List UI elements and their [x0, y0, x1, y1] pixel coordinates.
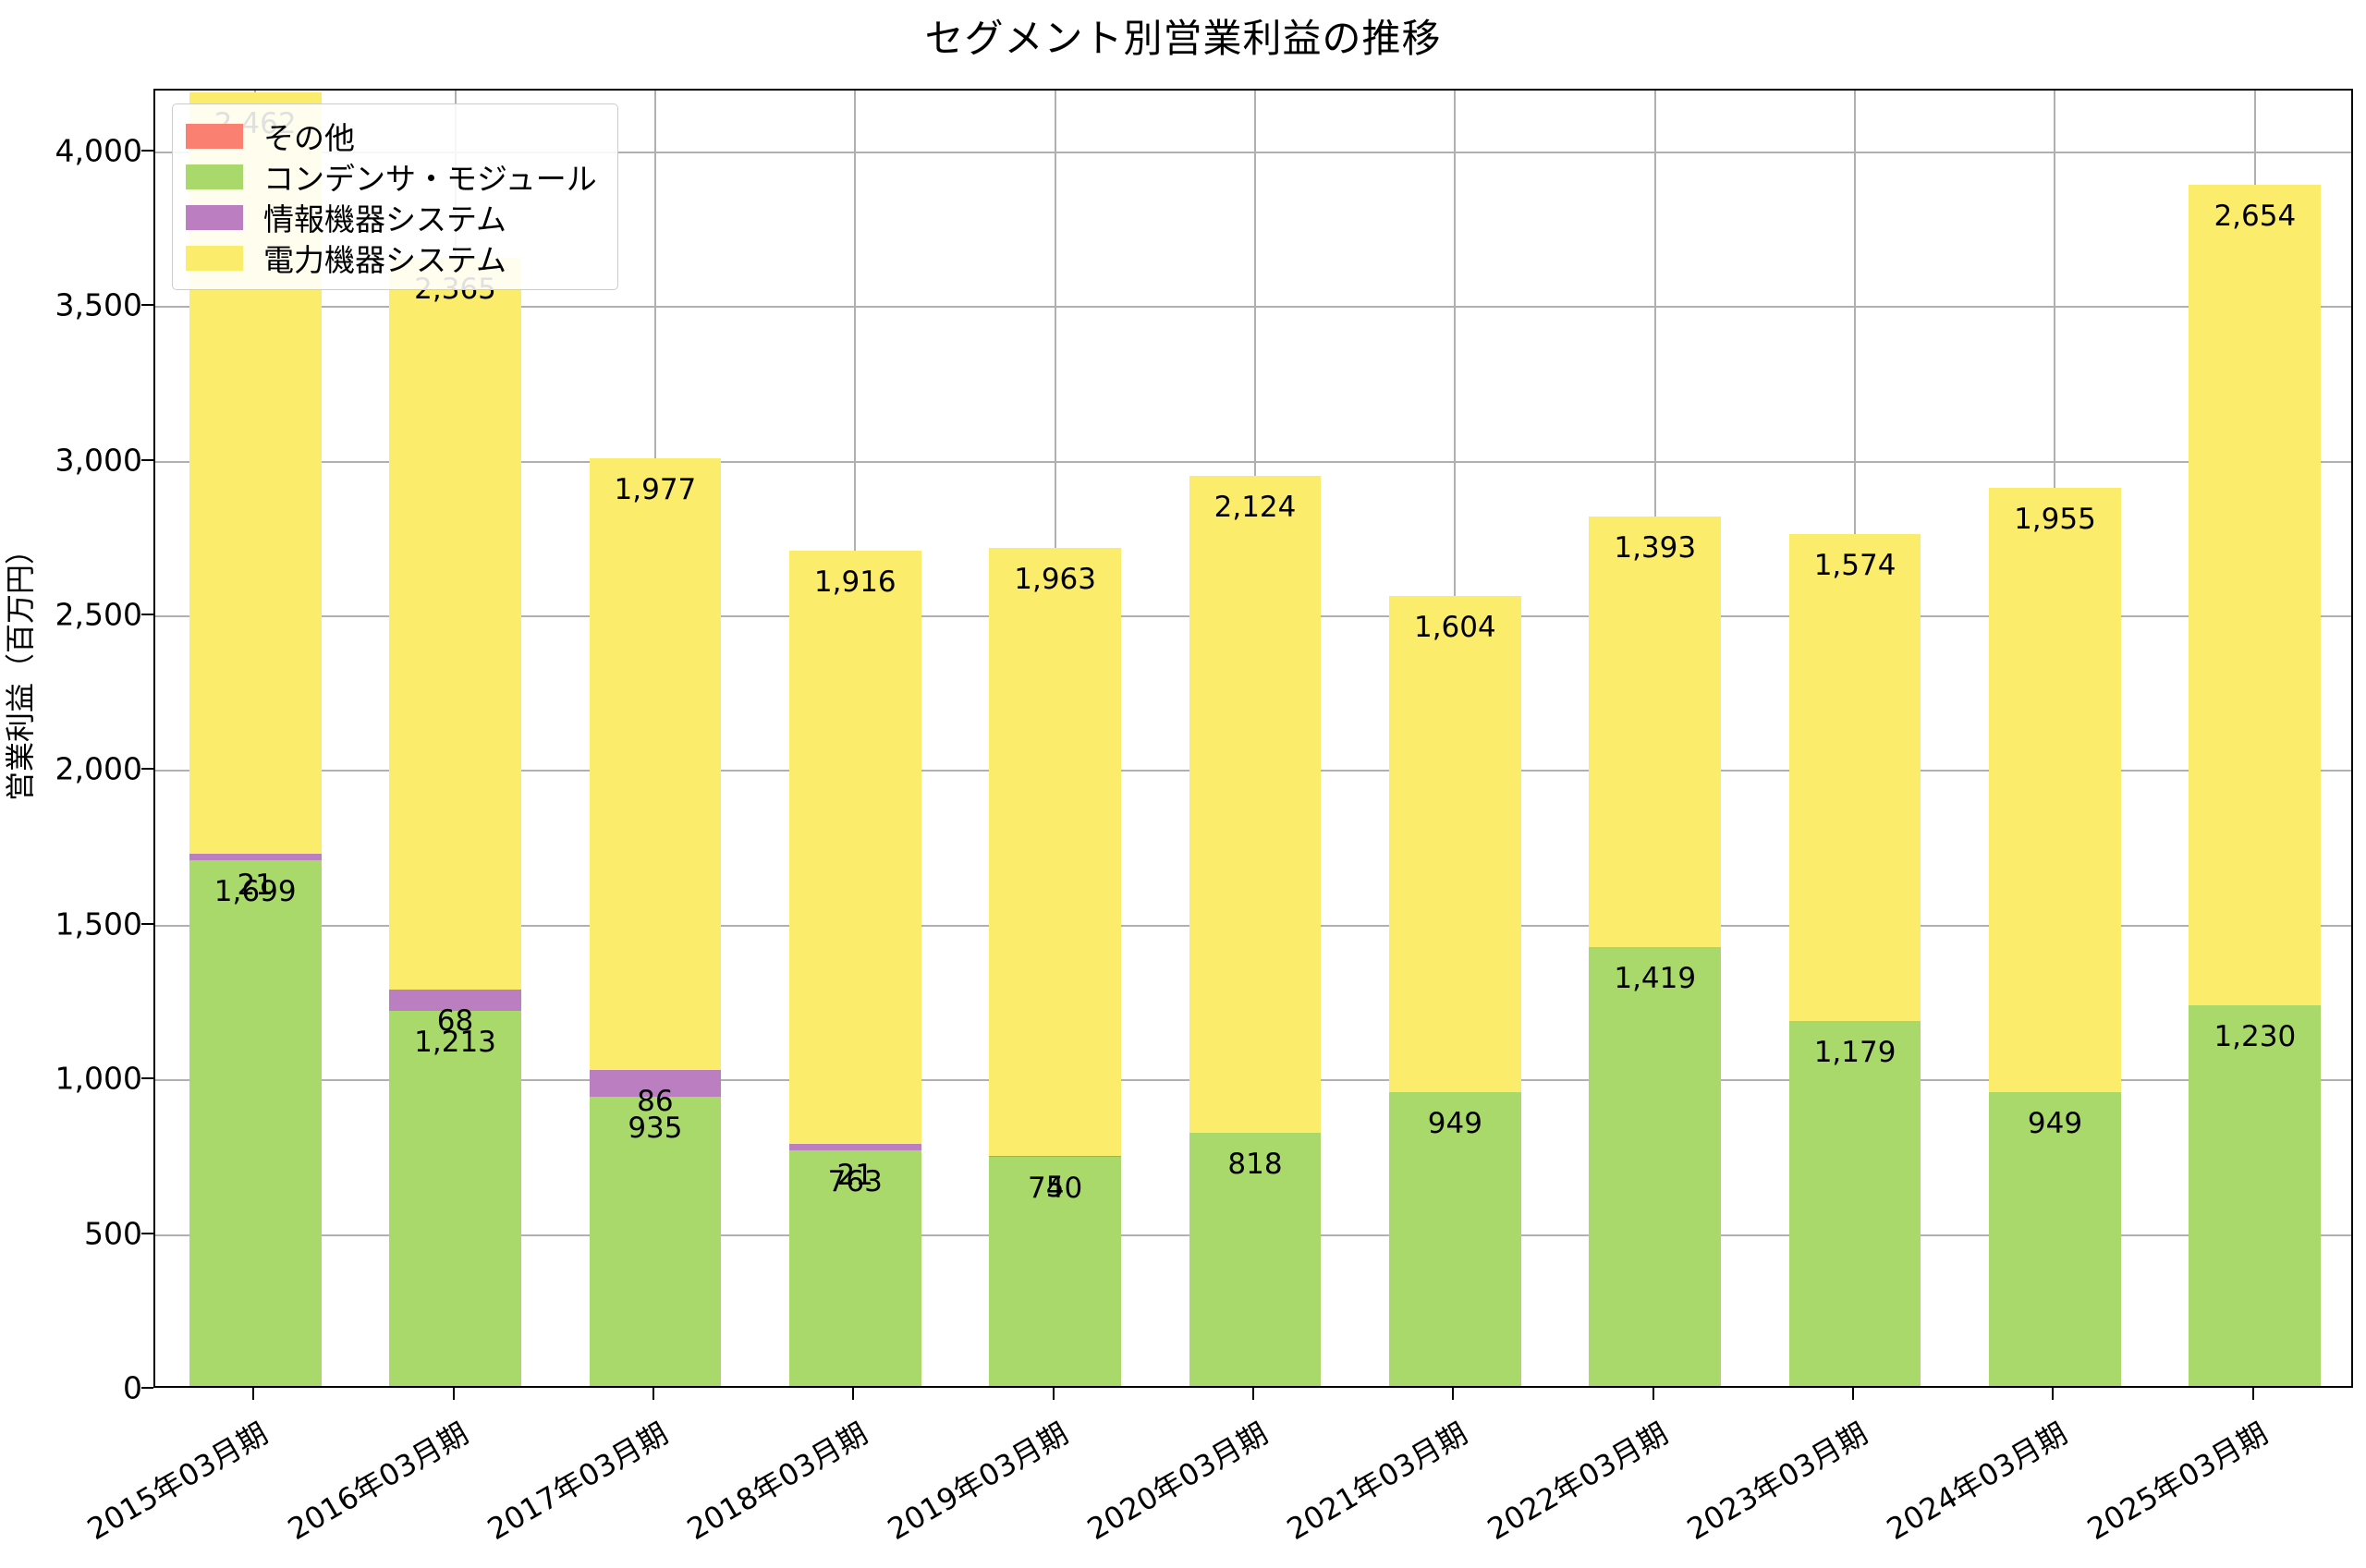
x-axis-tick-mark: [1052, 1388, 1055, 1400]
chart-title: セグメント別営業利益の推移: [924, 16, 1442, 61]
legend-item[interactable]: 電力機器システム: [186, 237, 597, 278]
bar-segment[interactable]: [1189, 1133, 1322, 1386]
x-axis-tick-mark: [852, 1388, 855, 1400]
x-axis-tick-mark: [1252, 1388, 1254, 1400]
y-axis-tick-label: 2,500: [55, 596, 142, 633]
legend-swatch-icon: [186, 204, 243, 230]
legend: その他コンデンサ・モジュール 情報機器システム 電力機器システム: [172, 103, 618, 290]
bar-group[interactable]: [589, 87, 722, 1386]
bar-group[interactable]: [788, 87, 921, 1386]
bar-segment[interactable]: [589, 458, 722, 1071]
bar-segment[interactable]: [589, 1070, 722, 1097]
plot-area: 1,699212,4621,213682,365935861,977763211…: [153, 89, 2353, 1388]
y-axis-tick-mark: [141, 458, 153, 461]
bar-segment[interactable]: [788, 1149, 921, 1386]
x-axis-tick-mark: [1652, 1388, 1654, 1400]
x-axis-tick-label: 2017年03月期: [481, 1416, 674, 1548]
bar-segment[interactable]: [2189, 184, 2322, 1006]
bar-segment[interactable]: [389, 1010, 521, 1386]
bar-segment[interactable]: [989, 548, 1122, 1156]
gridline-horizontal: [155, 151, 2351, 153]
bar-group[interactable]: [1189, 87, 1322, 1386]
x-axis-tick-label: 2025年03月期: [2080, 1416, 2274, 1548]
x-axis-tick-label: 2018年03月期: [681, 1416, 874, 1548]
bar-segment[interactable]: [1388, 1092, 1521, 1386]
bar-segment[interactable]: [1589, 516, 1722, 947]
y-axis-tick-label: 1,500: [55, 906, 142, 942]
y-axis-tick-mark: [141, 149, 153, 152]
y-axis-tick-label: 0: [123, 1369, 142, 1406]
bar-segment[interactable]: [1788, 1021, 1921, 1386]
bar-segment[interactable]: [389, 990, 521, 1011]
bar-segment[interactable]: [788, 551, 921, 1144]
x-axis-tick-label: 2023年03月期: [1681, 1416, 1874, 1548]
gridline-horizontal: [155, 306, 2351, 309]
bar-segment[interactable]: [1388, 596, 1521, 1093]
bar-segment[interactable]: [1788, 534, 1921, 1022]
bar-segment[interactable]: [389, 258, 521, 991]
bar-segment[interactable]: [1589, 946, 1722, 1386]
y-axis-tick-label: 500: [84, 1215, 142, 1252]
legend-item[interactable]: その他: [186, 115, 597, 156]
bar-segment[interactable]: [589, 1096, 722, 1386]
x-axis-tick-mark: [252, 1388, 255, 1400]
x-axis-tick-mark: [2251, 1388, 2254, 1400]
legend-swatch-icon: [186, 123, 243, 149]
y-axis-tick-mark: [141, 304, 153, 307]
bar-segment[interactable]: [989, 1155, 1122, 1158]
bar-segment[interactable]: [1989, 1092, 2121, 1386]
bar-group[interactable]: [1989, 87, 2121, 1386]
y-axis-tick-label: 1,000: [55, 1060, 142, 1097]
x-axis-tick-label: 2015年03月期: [81, 1416, 274, 1548]
y-axis-tick-mark: [141, 768, 153, 771]
legend-item[interactable]: コンデンサ・モジュール: [186, 156, 597, 197]
y-axis-tick-mark: [141, 922, 153, 925]
bar-segment[interactable]: [189, 860, 322, 1386]
x-axis-tick-label: 2024年03月期: [1881, 1416, 2074, 1548]
y-axis-tick-label: 2,000: [55, 750, 142, 787]
y-axis-tick-mark: [141, 1077, 153, 1080]
legend-label: コンデンサ・モジュール: [263, 161, 597, 197]
y-axis-tick-label: 3,000: [55, 442, 142, 479]
bar-group[interactable]: [1589, 87, 1722, 1386]
bar-group[interactable]: [389, 87, 521, 1386]
bar-segment[interactable]: [788, 1143, 921, 1150]
legend-swatch-icon: [186, 164, 243, 189]
y-axis-tick-mark: [141, 1387, 153, 1389]
x-axis-tick-mark: [452, 1388, 455, 1400]
y-axis-tick-mark: [141, 614, 153, 616]
legend-label: その他: [263, 120, 355, 156]
y-axis-tick-label: 3,500: [55, 286, 142, 323]
y-axis-tick-mark: [141, 1232, 153, 1234]
bar-segment[interactable]: [1189, 476, 1322, 1134]
x-axis-tick-mark: [652, 1388, 654, 1400]
x-axis-tick-mark: [1852, 1388, 1855, 1400]
bar-group[interactable]: [1388, 87, 1521, 1386]
x-axis-tick-label: 2020年03月期: [1081, 1416, 1274, 1548]
x-axis-tick-mark: [1452, 1388, 1455, 1400]
x-axis-tick-mark: [2052, 1388, 2055, 1400]
legend-label: 情報機器システム: [263, 201, 507, 237]
x-axis-tick-label: 2021年03月期: [1281, 1416, 1474, 1548]
legend-item[interactable]: 情報機器システム: [186, 197, 597, 237]
bar-group[interactable]: [2189, 87, 2322, 1386]
x-axis-tick-label: 2019年03月期: [881, 1416, 1074, 1548]
bar-segment[interactable]: [2189, 1005, 2322, 1386]
legend-label: 電力機器システム: [263, 242, 507, 278]
bar-group[interactable]: [1788, 87, 1921, 1386]
gridline-horizontal: [155, 460, 2351, 463]
bar-segment[interactable]: [189, 854, 322, 861]
x-axis-tick-label: 2022年03月期: [1481, 1416, 1674, 1548]
bar-segment[interactable]: [989, 1157, 1122, 1386]
bar-segment[interactable]: [1989, 487, 2121, 1093]
bar-group[interactable]: [989, 87, 1122, 1386]
y-axis-tick-label: 4,000: [55, 132, 142, 169]
x-axis-tick-label: 2016年03月期: [281, 1416, 474, 1548]
legend-swatch-icon: [186, 245, 243, 271]
